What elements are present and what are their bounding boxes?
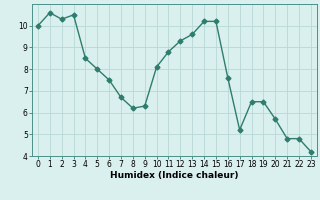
X-axis label: Humidex (Indice chaleur): Humidex (Indice chaleur): [110, 171, 239, 180]
